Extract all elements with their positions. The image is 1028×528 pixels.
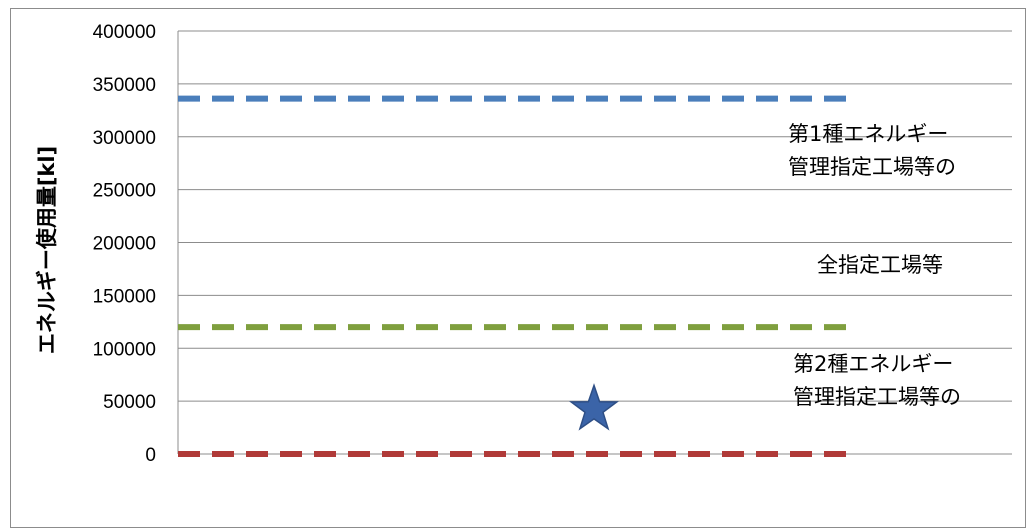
annotation-3-line-2: 管理指定工場等の [793,385,961,409]
annotation-1-line-1: 第1種エネルギー [788,122,948,146]
annotation-2-line-1: 全指定工場等 [817,253,943,277]
energy-usage-chart: 400000 350000 300000 250000 200000 150000 1000… [35,22,1012,466]
y-tick-label: 400000 [93,22,156,43]
y-tick-label: 0 [145,445,156,466]
y-tick-label: 250000 [93,181,156,202]
annotation-3-line-1: 第2種エネルギー [793,352,953,376]
y-tick-label: 350000 [93,75,156,96]
star-marker [568,383,620,431]
markers [568,383,620,431]
y-tick-labels: 400000 350000 300000 250000 200000 150000 1000… [93,22,156,466]
y-tick-label: 50000 [103,392,156,413]
y-tick-label: 300000 [93,128,156,149]
annotation-1-line-2: 管理指定工場等の [788,155,956,179]
y-tick-label: 150000 [93,286,156,307]
y-axis-label: エネルギー使用量[kl] [35,146,59,354]
chart-frame [10,8,1026,528]
y-tick-label: 200000 [93,234,156,255]
y-tick-label: 100000 [93,339,156,360]
series-lines [178,95,858,457]
